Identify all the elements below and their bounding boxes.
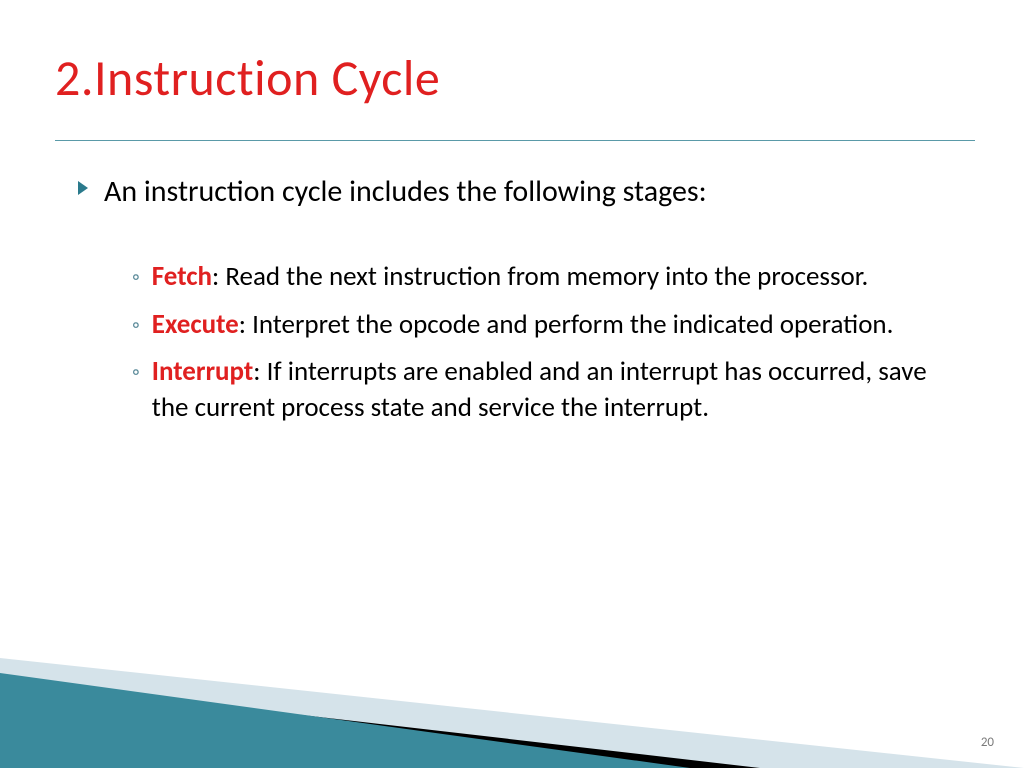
sub-bullet: ◦ Fetch: Read the next instruction from … bbox=[132, 259, 958, 295]
page-number: 20 bbox=[981, 735, 994, 750]
triangle-bullet-icon bbox=[78, 181, 90, 200]
sub-bullet-text: Fetch: Read the next instruction from me… bbox=[152, 259, 869, 295]
stage-name: Execute bbox=[152, 308, 239, 341]
sub-bullet: ◦ Execute: Interpret the opcode and perf… bbox=[132, 307, 958, 343]
stage-name: Interrupt bbox=[152, 355, 254, 388]
stage-name: Fetch bbox=[152, 260, 212, 293]
circle-bullet-icon: ◦ bbox=[132, 358, 140, 385]
stage-desc: : If interrupts are enabled and an inter… bbox=[152, 355, 927, 424]
main-bullet-text: An instruction cycle includes the follow… bbox=[104, 172, 707, 211]
stage-desc: : Interpret the opcode and perform the i… bbox=[239, 308, 894, 341]
sub-bullet-text: Interrupt: If interrupts are enabled and… bbox=[152, 354, 958, 425]
sub-bullet-list: ◦ Fetch: Read the next instruction from … bbox=[132, 259, 958, 426]
slide: 2.Instruction Cycle An instruction cycle… bbox=[0, 0, 1024, 768]
stage-desc: : Read the next instruction from memory … bbox=[212, 260, 868, 293]
circle-bullet-icon: ◦ bbox=[132, 311, 140, 338]
corner-decoration bbox=[0, 638, 1024, 768]
title-underline bbox=[55, 140, 975, 141]
content-area: An instruction cycle includes the follow… bbox=[78, 172, 958, 438]
sub-bullet-text: Execute: Interpret the opcode and perfor… bbox=[152, 307, 894, 343]
sub-bullet: ◦ Interrupt: If interrupts are enabled a… bbox=[132, 354, 958, 425]
slide-title: 2.Instruction Cycle bbox=[55, 48, 440, 109]
main-bullet: An instruction cycle includes the follow… bbox=[78, 172, 958, 211]
circle-bullet-icon: ◦ bbox=[132, 263, 140, 290]
